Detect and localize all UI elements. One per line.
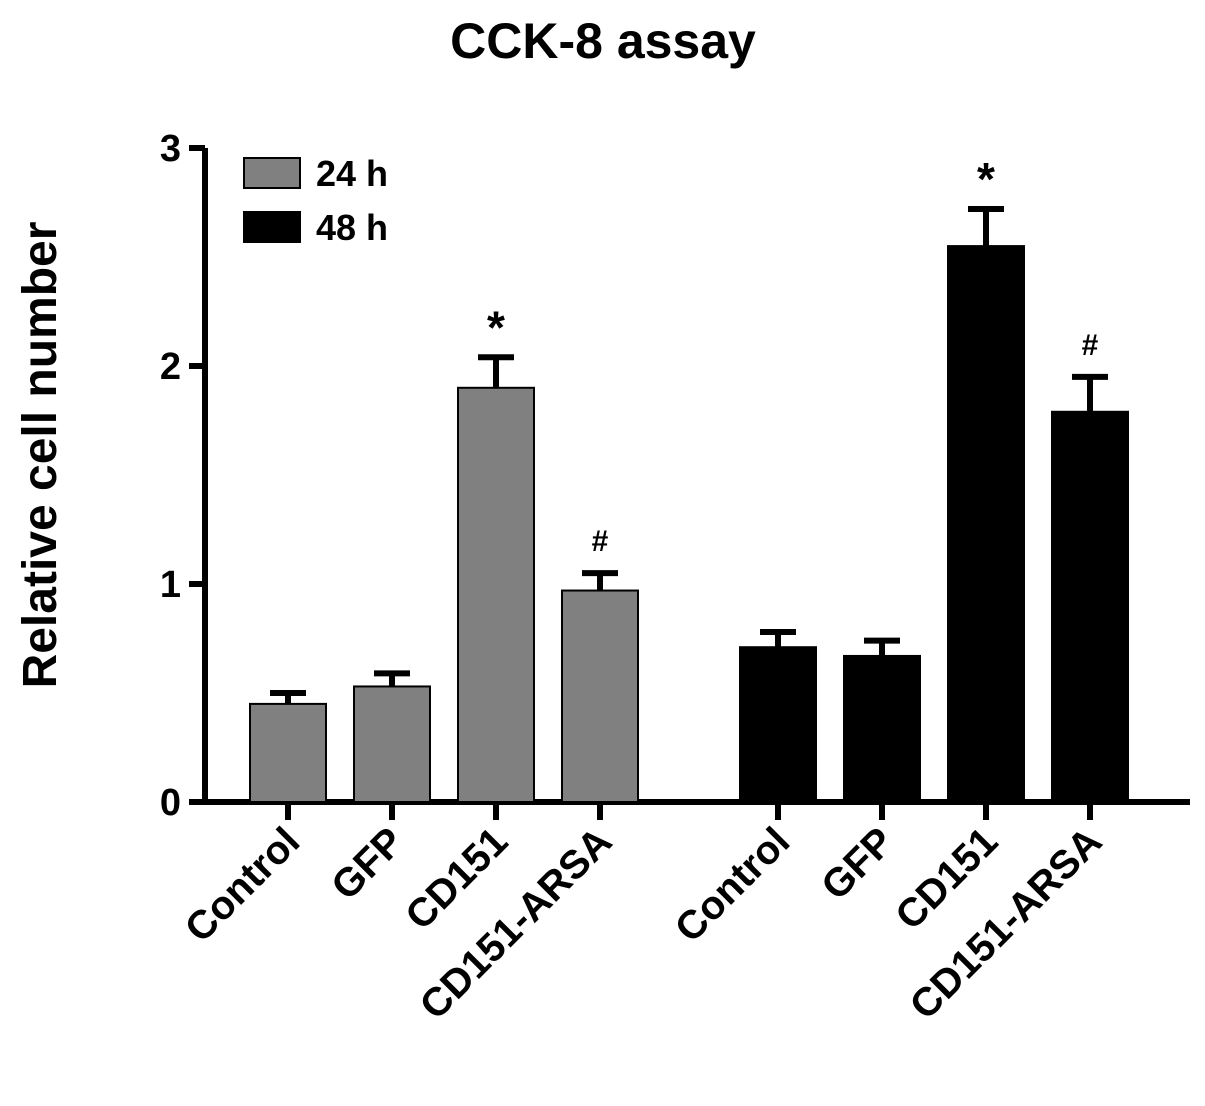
significance-mark: * [977,153,995,205]
bar [457,386,535,803]
bar [1051,410,1129,803]
y-axis-label: Relative cell number [14,222,67,689]
bar [561,589,639,803]
x-tick-label: GFP [323,819,412,908]
chart-title: CCK-8 assay [450,13,756,69]
x-tick-label: Control [177,819,309,951]
bar [249,702,327,804]
y-tick-label: 3 [160,128,181,170]
significance-mark: # [1082,329,1099,362]
legend-label: 24 h [316,153,388,194]
bar [947,245,1025,804]
bar [739,646,817,803]
significance-mark: * [487,301,505,353]
x-tick-label: GFP [813,819,902,908]
x-tick-label: Control [667,819,799,951]
legend-label: 48 h [316,207,388,248]
bar [843,654,921,803]
bar [353,685,431,804]
legend-swatch [243,211,301,243]
y-tick-label: 2 [160,346,181,388]
legend: 24 h 48 h [243,153,388,248]
legend-swatch [243,157,301,189]
y-tick-label: 0 [160,782,181,824]
y-tick-label: 1 [160,564,181,606]
significance-mark: # [592,525,609,558]
